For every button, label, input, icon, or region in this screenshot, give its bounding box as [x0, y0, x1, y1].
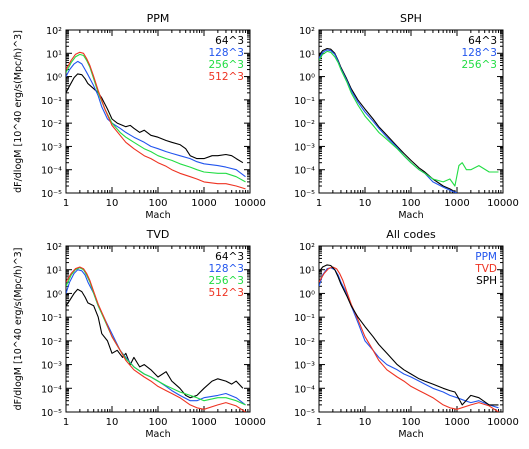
y-tick-label: 10⁻³ [294, 142, 315, 153]
y-tick-label: 10⁻² [294, 119, 315, 130]
y-tick-label: 10² [299, 242, 315, 253]
y-tick-label: 10² [46, 26, 62, 37]
chart-panel-3: 1 10 100 1000 10000 10⁻⁵ 10⁻⁴ 10⁻³ 10⁻² 10⁻¹ 10⁰ 10… [13, 228, 266, 440]
series-line-2563 [319, 50, 499, 187]
y-tick-label: 10⁻³ [294, 361, 315, 372]
chart-title: SPH [400, 12, 422, 25]
y-tick-label: 10⁻¹ [41, 313, 62, 324]
y-tick-label: 10⁻⁴ [294, 384, 315, 395]
y-tick-label: 10⁻⁵ [41, 189, 62, 200]
x-tick-label: 10000 [487, 198, 519, 209]
x-tick-label: 1 [63, 417, 69, 428]
x-tick-label: 1000 [191, 417, 216, 428]
y-tick-label: 10⁻⁴ [294, 166, 315, 177]
x-axis-label: Mach [145, 429, 170, 440]
chart-title: All codes [386, 228, 436, 241]
legend-entry: 512^3 [208, 71, 244, 83]
y-tick-label: 10⁻⁴ [41, 166, 62, 177]
x-axis-label: Mach [398, 210, 423, 221]
y-tick-label: 10⁰ [299, 73, 315, 84]
x-tick-label: 1 [316, 198, 322, 209]
x-tick-label: 100 [401, 198, 420, 209]
y-tick-label: 10⁻² [41, 337, 62, 348]
series-line-5123 [66, 266, 246, 412]
y-axis-label: dF/dlogM [10^40 erg/s(Mpc/h)^3] [13, 30, 24, 193]
y-tick-label: 10¹ [299, 266, 315, 277]
y-tick-label: 10⁻¹ [41, 96, 62, 107]
legend-entry: 256^3 [208, 275, 244, 287]
y-axis-label: dF/dlogM [10^40 erg/s(Mpc/h)^3] [13, 248, 24, 411]
x-tick-label: 10 [359, 417, 372, 428]
series-line-2563 [66, 267, 246, 406]
legend-entry: 256^3 [208, 59, 244, 71]
series-line-5123 [66, 51, 246, 190]
series-line-SPH [319, 264, 499, 406]
x-tick-label: 1 [316, 417, 322, 428]
chart-title: TVD [146, 228, 170, 241]
x-tick-label: 100 [148, 198, 167, 209]
x-tick-label: 100 [148, 417, 167, 428]
legend-entry: 512^3 [208, 287, 244, 299]
series-line-643 [66, 288, 244, 399]
chart-panel-1: 1 10 100 1000 10000 10⁻⁵ 10⁻⁴ 10⁻³ 10⁻² 10⁻¹ 10⁰ 10… [13, 12, 266, 221]
y-tick-label: 10⁻⁴ [41, 384, 62, 395]
y-tick-label: 10¹ [46, 49, 62, 60]
x-tick-label: 1 [63, 198, 69, 209]
x-axis-label: Mach [398, 429, 423, 440]
y-tick-label: 10⁻³ [41, 361, 62, 372]
legend-entry: 128^3 [461, 47, 497, 59]
y-tick-label: 10⁻³ [41, 142, 62, 153]
y-tick-label: 10⁻¹ [294, 313, 315, 324]
legend-entry: TVD [474, 263, 497, 275]
y-tick-label: 10⁻⁵ [41, 408, 62, 419]
y-tick-label: 10¹ [46, 266, 62, 277]
x-tick-label: 100 [401, 417, 420, 428]
legend-entry: PPM [475, 251, 497, 263]
x-tick-label: 10000 [234, 417, 266, 428]
legend-entry: 128^3 [208, 47, 244, 59]
chart-title: PPM [147, 12, 170, 25]
legend-entry: 64^3 [468, 35, 497, 47]
x-tick-label: 10000 [487, 417, 519, 428]
x-tick-label: 1000 [191, 198, 216, 209]
y-tick-label: 10¹ [299, 49, 315, 60]
legend-entry: 64^3 [215, 35, 244, 47]
series-line-643 [66, 73, 244, 164]
y-tick-label: 10⁰ [46, 73, 62, 84]
x-tick-label: 10 [106, 417, 119, 428]
x-tick-label: 1000 [444, 417, 469, 428]
x-tick-label: 10000 [234, 198, 266, 209]
legend-entry: 128^3 [208, 263, 244, 275]
y-tick-label: 10⁻² [41, 119, 62, 130]
chart-panel-2: 1 10 100 1000 10000 10⁻⁵ 10⁻⁴ 10⁻³ 10⁻² 10⁻¹ 10⁰ 10… [294, 12, 519, 221]
y-tick-label: 10² [299, 26, 315, 37]
series-line-2563 [66, 53, 246, 183]
legend-entry: 64^3 [215, 251, 244, 263]
x-axis-label: Mach [145, 210, 170, 221]
legend-entry: 256^3 [461, 59, 497, 71]
series-line-1283 [319, 49, 458, 193]
chart-panel-4: 1 10 100 1000 10000 10⁻⁵ 10⁻⁴ 10⁻³ 10⁻² 10⁻¹ 10⁰ 10… [294, 228, 519, 440]
x-tick-label: 10 [359, 198, 372, 209]
series-line-1283 [66, 60, 246, 178]
x-tick-label: 10 [106, 198, 119, 209]
x-tick-label: 1000 [444, 198, 469, 209]
y-tick-label: 10⁰ [46, 289, 62, 300]
y-tick-label: 10⁰ [299, 289, 315, 300]
y-tick-label: 10⁻¹ [294, 96, 315, 107]
y-tick-label: 10⁻² [294, 337, 315, 348]
y-tick-label: 10⁻⁵ [294, 189, 315, 200]
series-line-643 [319, 47, 458, 193]
y-tick-label: 10² [46, 242, 62, 253]
series-line-TVD [319, 266, 499, 412]
y-tick-label: 10⁻⁵ [294, 408, 315, 419]
legend-entry: SPH [476, 275, 497, 287]
